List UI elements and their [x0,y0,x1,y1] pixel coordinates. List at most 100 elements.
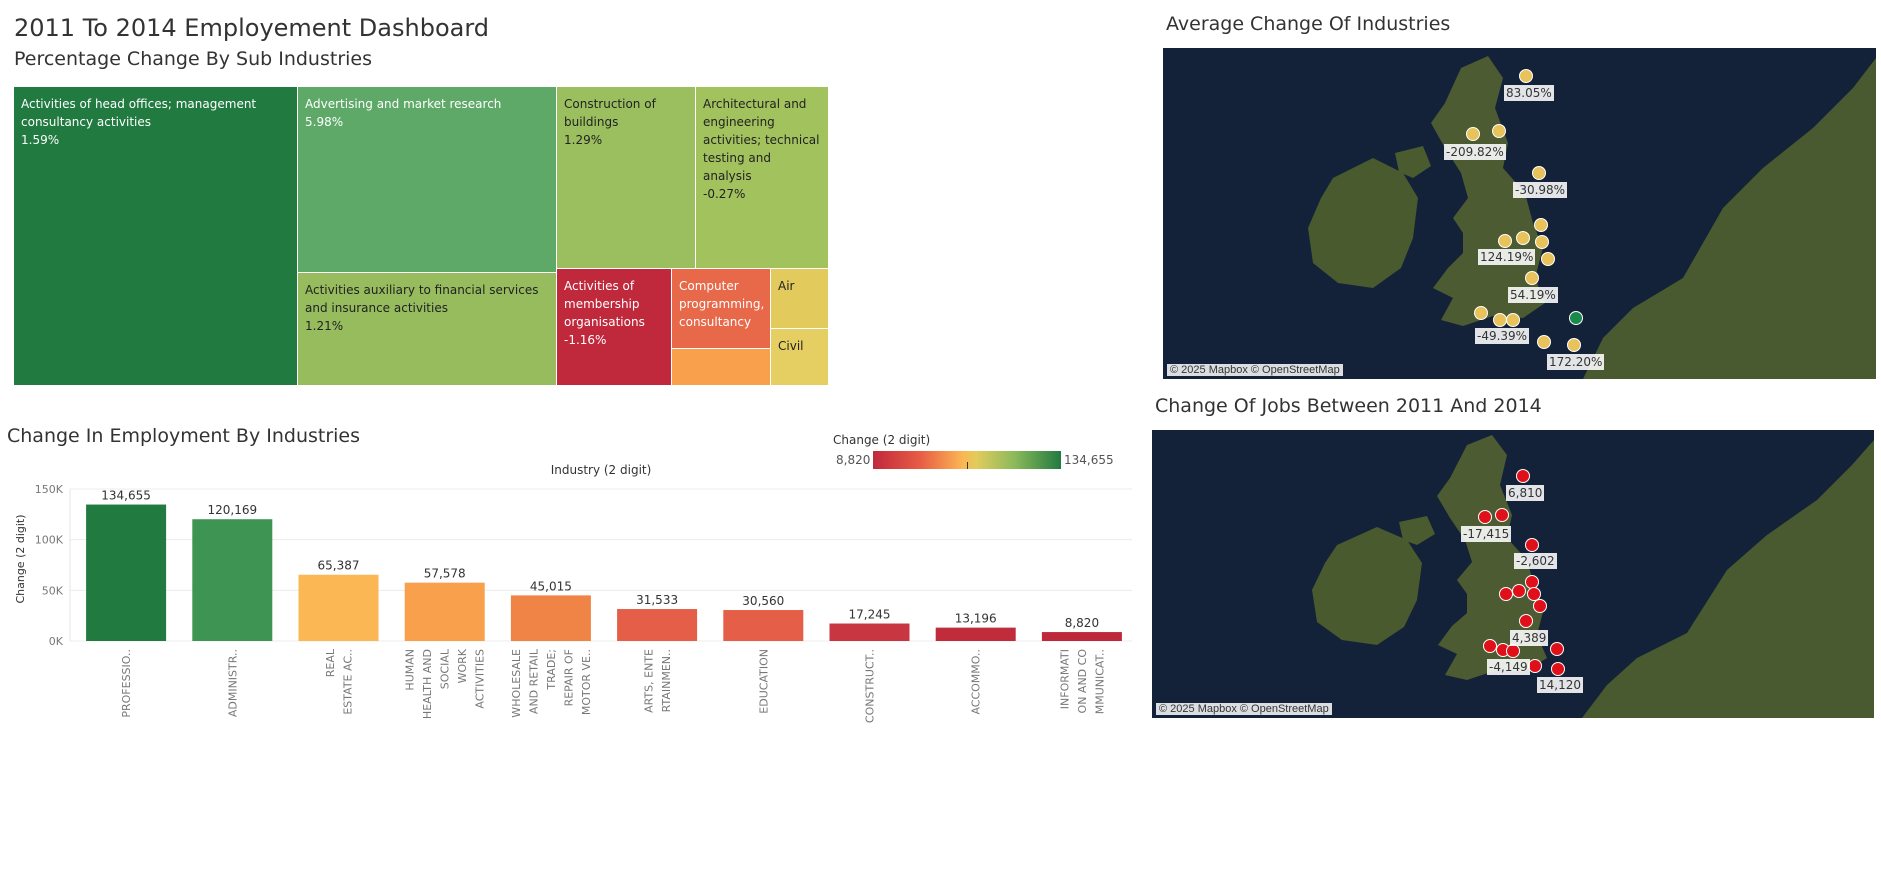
x-tick-label: REPAIR OF [562,649,575,706]
x-tick-label: REAL [324,648,337,677]
bar[interactable] [829,623,910,641]
x-tick-label: CONSTRUCT.. [864,649,877,723]
x-tick-label: WHOLESALE [510,649,523,718]
map-marker[interactable] [1495,508,1509,522]
treemap-tile-civil[interactable]: Civil [771,329,829,386]
map-label: 54.19% [1508,287,1558,303]
x-tick-label: MOTOR VE.. [580,649,593,715]
tile-value: 1.59% [21,133,60,147]
map-marker[interactable] [1516,469,1530,483]
bar-value-label: 17,245 [849,608,891,622]
map-marker[interactable] [1519,69,1533,83]
map-marker[interactable] [1512,584,1526,598]
bar-panel-title: Change In Employment By Industries [7,425,361,447]
treemap-tile-unlabeled[interactable] [672,349,771,386]
map-marker[interactable] [1478,510,1492,524]
map-marker[interactable] [1525,271,1539,285]
bar[interactable] [404,582,485,641]
map-marker[interactable] [1516,231,1530,245]
treemap-tile-head-offices[interactable]: Activities of head offices; management c… [14,87,298,386]
map-marker[interactable] [1528,659,1542,673]
map-marker[interactable] [1506,313,1520,327]
chart-y-axis-label: Change (2 digit) [14,514,27,603]
bar[interactable] [723,610,804,641]
bar[interactable] [192,519,273,641]
bar-value-label: 30,560 [742,594,784,608]
map-marker[interactable] [1541,252,1555,266]
treemap-tile-construction-buildings[interactable]: Construction of buildings 1.29% [557,87,696,269]
treemap-title: Percentage Change By Sub Industries [14,48,373,70]
map-label: 83.05% [1504,85,1554,101]
map-label: 124.19% [1478,249,1536,265]
map-marker[interactable] [1533,599,1547,613]
legend-marker [967,462,968,469]
map-marker[interactable] [1499,587,1513,601]
treemap-tile-architectural[interactable]: Architectural and engineering activities… [696,87,829,269]
tile-value: -0.27% [703,187,746,201]
bar-value-label: 8,820 [1065,616,1099,630]
map-jobs-attribution: © 2025 Mapbox © OpenStreetMap [1156,703,1332,715]
map-jobs-change[interactable]: © 2025 Mapbox © OpenStreetMap 6,810 -17,… [1152,430,1874,718]
bar-value-label: 31,533 [636,593,678,607]
map-marker[interactable] [1474,306,1488,320]
map-label: 4,389 [1510,630,1549,646]
map-marker[interactable] [1569,311,1583,325]
map-marker[interactable] [1506,644,1520,658]
map-label: 172.20% [1547,354,1605,370]
tile-label: Air [778,279,795,293]
map-marker[interactable] [1537,335,1551,349]
tile-label: Activities of membership organisations [564,279,645,329]
x-tick-label: RTAINMEN.. [660,649,673,712]
treemap-tile-financial-auxiliary[interactable]: Activities auxiliary to financial servic… [298,273,557,386]
bar-value-label: 13,196 [955,612,997,626]
bar[interactable] [510,595,591,641]
bar-value-label: 134,655 [101,489,151,503]
map-marker[interactable] [1466,127,1480,141]
y-tick-label: 50K [42,584,64,597]
map-marker[interactable] [1535,235,1549,249]
map-marker[interactable] [1493,313,1507,327]
bar[interactable] [86,504,167,641]
x-tick-label: ESTATE AC.. [341,649,354,715]
chart-title: Industry (2 digit) [551,463,652,477]
map-marker[interactable] [1532,166,1546,180]
bar[interactable] [617,609,698,641]
map-marker[interactable] [1492,124,1506,138]
bar[interactable] [935,627,1016,641]
ireland-land [1312,527,1422,645]
x-tick-label: ARTS, ENTE [642,649,655,713]
x-tick-label: EDUCATION [757,649,770,714]
tile-label: Architectural and engineering activities… [703,97,820,183]
map-marker[interactable] [1534,218,1548,232]
bar[interactable] [298,574,379,641]
map-marker[interactable] [1525,538,1539,552]
legend-title: Change (2 digit) [833,433,931,447]
x-tick-label: SOCIAL [439,648,452,689]
x-tick-label: ADMINISTR.. [226,649,239,717]
treemap-tile-computer-programming[interactable]: Computer programming, consultancy [672,269,771,349]
tile-value: 1.29% [564,133,603,147]
bar[interactable] [1041,632,1122,641]
map-marker[interactable] [1550,642,1564,656]
tile-value: 5.98% [305,115,344,129]
europe-land [1583,58,1876,379]
treemap-tile-air[interactable]: Air [771,269,829,329]
tile-value: 1.21% [305,319,344,333]
tile-label: Activities of head offices; management c… [21,97,257,129]
treemap-tile-advertising[interactable]: Advertising and market research 5.98% [298,87,557,273]
map-jobs-title: Change Of Jobs Between 2011 And 2014 [1155,395,1542,417]
map-label: 6,810 [1506,485,1545,501]
map-average-change[interactable]: © 2025 Mapbox © OpenStreetMap 83.05% -20… [1163,48,1876,379]
tile-label: Activities auxiliary to financial servic… [305,283,539,315]
dashboard-title: 2011 To 2014 Employement Dashboard [14,14,490,42]
map-marker[interactable] [1519,614,1533,628]
x-tick-label: ACCOMMO.. [970,649,983,715]
map-marker[interactable] [1567,338,1581,352]
treemap-tile-membership[interactable]: Activities of membership organisations -… [557,269,672,386]
map-marker[interactable] [1551,662,1565,676]
map-label: -2,602 [1514,553,1557,569]
map-marker[interactable] [1498,234,1512,248]
y-tick-label: 100K [35,534,64,547]
x-tick-label: AND RETAIL [527,648,540,714]
map-marker[interactable] [1483,639,1497,653]
